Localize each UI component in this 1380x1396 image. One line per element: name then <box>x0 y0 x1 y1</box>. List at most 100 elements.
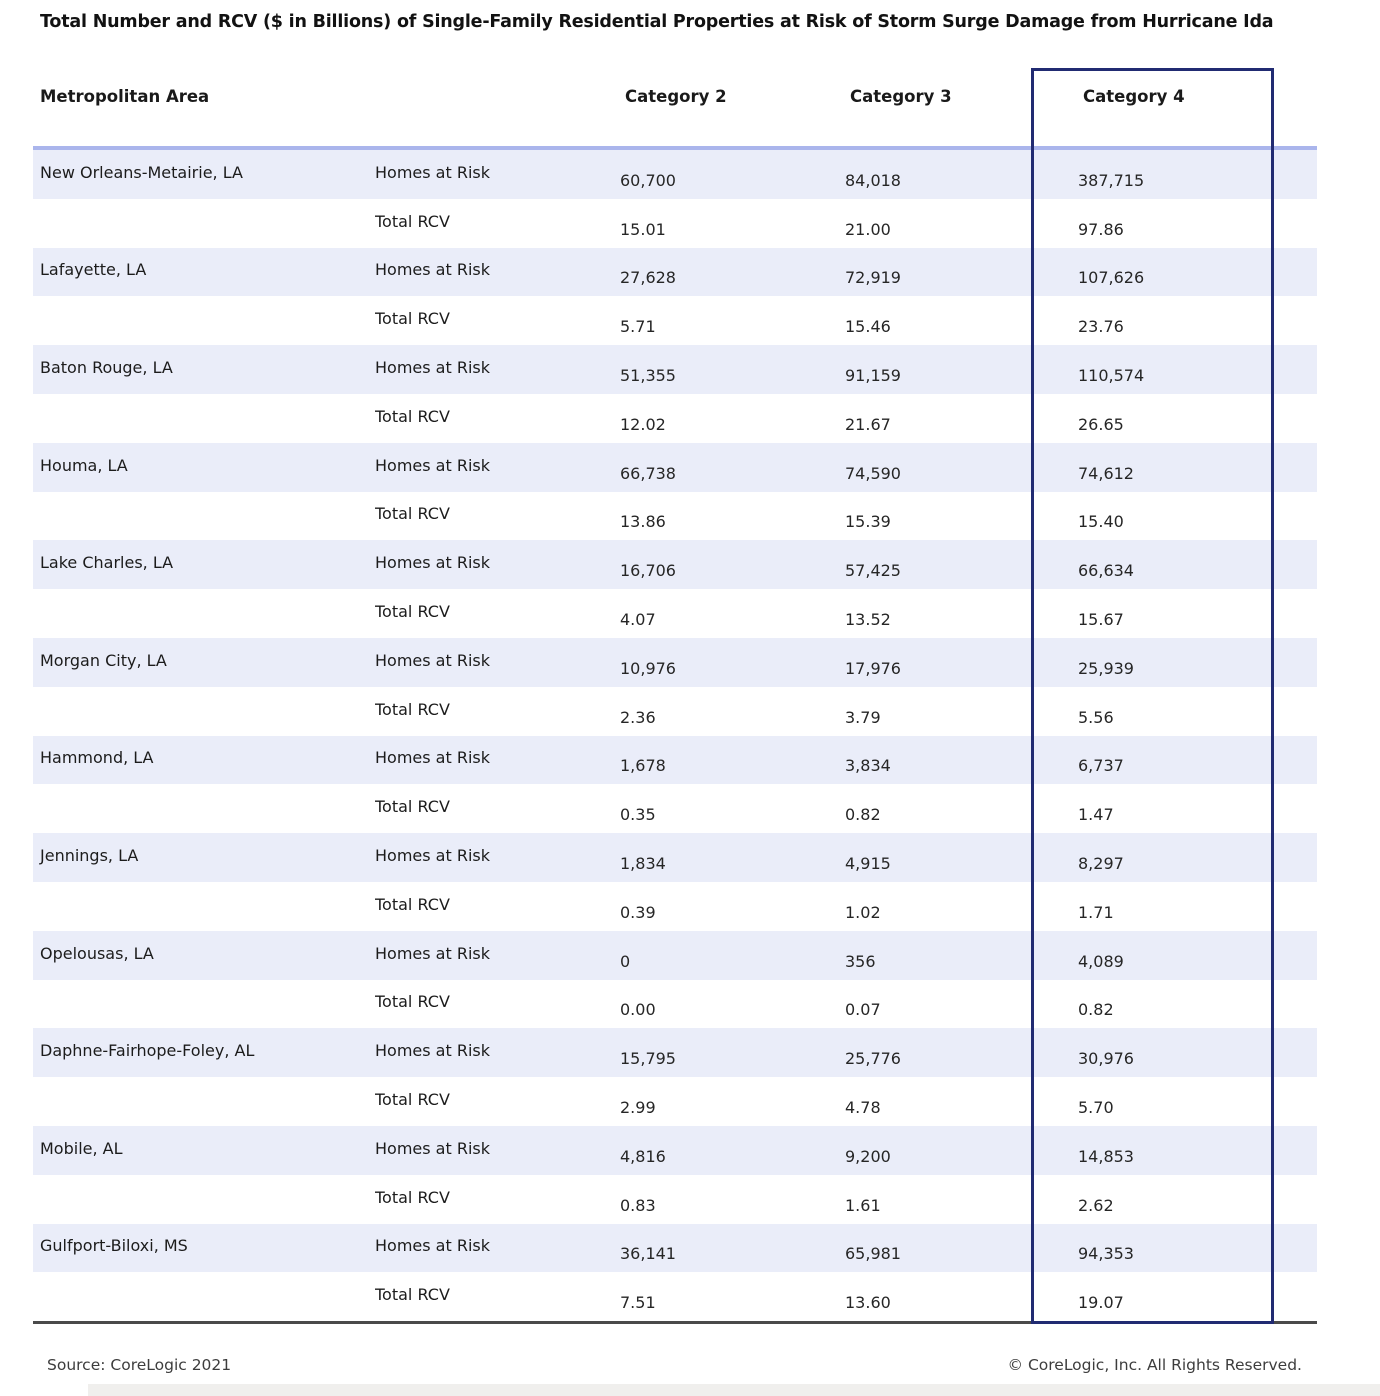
value-category-2: 27,628 <box>620 268 676 288</box>
metric-label: Homes at Risk <box>375 358 490 378</box>
value-category-4: 387,715 <box>1078 170 1145 190</box>
metro-name: New Orleans-Metairie, LA <box>40 162 243 182</box>
metro-name: Houma, LA <box>40 455 128 475</box>
table-row: Total RCV 12.02 21.67 26.65 <box>33 394 1317 443</box>
value-category-4: 110,574 <box>1078 366 1145 386</box>
value-category-2: 1,678 <box>620 756 666 776</box>
copyright-note: © CoreLogic, Inc. All Rights Reserved. <box>1007 1356 1302 1374</box>
value-category-4: 14,853 <box>1078 1146 1134 1166</box>
source-note: Source: CoreLogic 2021 <box>47 1356 232 1374</box>
table-row: Total RCV 0.35 0.82 1.47 <box>33 784 1317 833</box>
value-category-2: 10,976 <box>620 658 676 678</box>
value-category-3: 13.52 <box>845 610 891 630</box>
value-category-3: 57,425 <box>845 561 901 581</box>
table-row: Total RCV 0.39 1.02 1.71 <box>33 882 1317 931</box>
table-row: Total RCV 15.01 21.00 97.86 <box>33 199 1317 248</box>
metro-name: Gulfport-Biloxi, MS <box>40 1236 188 1256</box>
table-row: Jennings, LA Homes at Risk 1,834 4,915 8,297 <box>33 833 1317 882</box>
metric-label: Homes at Risk <box>375 1138 490 1158</box>
value-category-2: 13.86 <box>620 512 666 532</box>
metric-label: Total RCV <box>375 504 450 524</box>
table-row: Morgan City, LA Homes at Risk 10,976 17,976… <box>33 637 1317 687</box>
table-row: Mobile, AL Homes at Risk 4,816 9,200 14,853 <box>33 1125 1317 1175</box>
metro-name: Lafayette, LA <box>40 260 147 280</box>
metric-label: Total RCV <box>375 602 450 622</box>
value-category-3: 15.39 <box>845 512 891 532</box>
metro-name: Daphne-Fairhope-Foley, AL <box>40 1041 255 1061</box>
metro-name: Opelousas, LA <box>40 943 154 963</box>
value-category-4: 5.70 <box>1078 1098 1114 1118</box>
value-category-2: 16,706 <box>620 561 676 581</box>
table-row: Total RCV 2.36 3.79 5.56 <box>33 687 1317 736</box>
table-row: New Orleans-Metairie, LA Homes at Risk 60,… <box>33 150 1317 199</box>
table-row: Opelousas, LA Homes at Risk 0 356 4,089 <box>33 930 1317 980</box>
metric-label: Total RCV <box>375 211 450 231</box>
value-category-2: 7.51 <box>620 1293 656 1313</box>
value-category-3: 15.46 <box>845 317 891 337</box>
value-category-4: 1.47 <box>1078 805 1114 825</box>
metric-label: Homes at Risk <box>375 846 490 866</box>
metric-label: Total RCV <box>375 797 450 817</box>
data-table: New Orleans-Metairie, LA Homes at Risk 60,… <box>33 146 1317 1325</box>
metric-label: Homes at Risk <box>375 553 490 573</box>
value-category-4: 0.82 <box>1078 1000 1114 1020</box>
table-row: Lafayette, LA Homes at Risk 27,628 72,919 10… <box>33 247 1317 297</box>
metric-label: Total RCV <box>375 992 450 1012</box>
value-category-4: 97.86 <box>1078 219 1124 239</box>
value-category-4: 5.56 <box>1078 707 1114 727</box>
metric-label: Total RCV <box>375 1090 450 1110</box>
value-category-4: 23.76 <box>1078 317 1124 337</box>
value-category-4: 8,297 <box>1078 854 1124 874</box>
value-category-2: 1,834 <box>620 854 666 874</box>
table-row: Lake Charles, LA Homes at Risk 16,706 57,42… <box>33 540 1317 590</box>
metro-name: Baton Rouge, LA <box>40 358 173 378</box>
value-category-2: 15,795 <box>620 1049 676 1069</box>
table-row: Houma, LA Homes at Risk 66,738 74,590 74,612 <box>33 442 1317 492</box>
value-category-4: 4,089 <box>1078 951 1124 971</box>
value-category-4: 15.40 <box>1078 512 1124 532</box>
value-category-4: 19.07 <box>1078 1293 1124 1313</box>
value-category-2: 60,700 <box>620 170 676 190</box>
metric-label: Total RCV <box>375 1187 450 1207</box>
table-row: Total RCV 0.83 1.61 2.62 <box>33 1175 1317 1224</box>
metro-name: Morgan City, LA <box>40 650 167 670</box>
value-category-3: 1.61 <box>845 1195 881 1215</box>
metric-label: Homes at Risk <box>375 1041 490 1061</box>
value-category-3: 21.67 <box>845 414 891 434</box>
value-category-3: 17,976 <box>845 658 901 678</box>
value-category-2: 51,355 <box>620 366 676 386</box>
value-category-3: 4,915 <box>845 854 891 874</box>
value-category-3: 65,981 <box>845 1244 901 1264</box>
value-category-4: 6,737 <box>1078 756 1124 776</box>
metro-name: Hammond, LA <box>40 748 154 768</box>
value-category-2: 2.99 <box>620 1098 656 1118</box>
value-category-3: 91,159 <box>845 366 901 386</box>
metric-label: Total RCV <box>375 894 450 914</box>
value-category-3: 4.78 <box>845 1098 881 1118</box>
metric-label: Homes at Risk <box>375 260 490 280</box>
metric-label: Homes at Risk <box>375 455 490 475</box>
value-category-2: 4.07 <box>620 610 656 630</box>
value-category-2: 0.35 <box>620 805 656 825</box>
metric-label: Total RCV <box>375 406 450 426</box>
value-category-3: 1.02 <box>845 902 881 922</box>
table-row: Hammond, LA Homes at Risk 1,678 3,834 6,737 <box>33 735 1317 785</box>
value-category-4: 107,626 <box>1078 268 1145 288</box>
value-category-3: 3,834 <box>845 756 891 776</box>
table-row: Total RCV 4.07 13.52 15.67 <box>33 589 1317 638</box>
table-row: Total RCV 7.51 13.60 19.07 <box>33 1272 1317 1321</box>
value-category-4: 26.65 <box>1078 414 1124 434</box>
value-category-2: 4,816 <box>620 1146 666 1166</box>
metric-label: Total RCV <box>375 309 450 329</box>
table-row: Gulfport-Biloxi, MS Homes at Risk 36,141 65… <box>33 1223 1317 1273</box>
table-row: Total RCV 2.99 4.78 5.70 <box>33 1077 1317 1126</box>
value-category-2: 0 <box>620 951 631 971</box>
value-category-2: 15.01 <box>620 219 666 239</box>
value-category-3: 13.60 <box>845 1293 891 1313</box>
value-category-3: 72,919 <box>845 268 901 288</box>
value-category-2: 0.83 <box>620 1195 656 1215</box>
value-category-4: 30,976 <box>1078 1049 1134 1069</box>
value-category-3: 0.82 <box>845 805 881 825</box>
value-category-3: 74,590 <box>845 463 901 483</box>
metric-label: Total RCV <box>375 699 450 719</box>
